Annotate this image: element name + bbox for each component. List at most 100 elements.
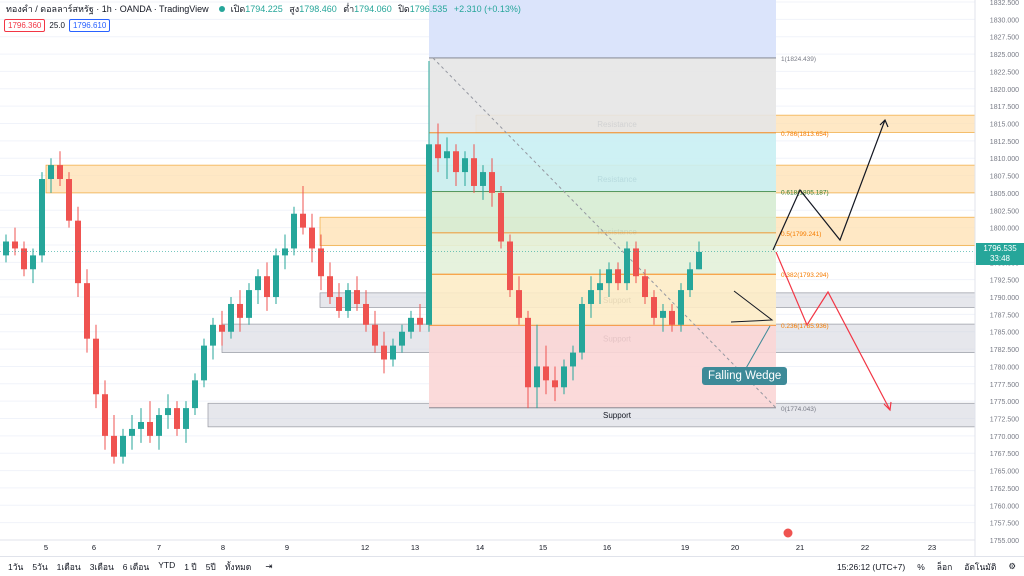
candle-body (309, 227, 315, 249)
falling-wedge-shape (730, 290, 774, 323)
y-tick-label: 1777.500 (990, 382, 1019, 389)
chart-header: ทองคำ / ดอลลาร์สหรัฐ · 1h · OANDA · Trad… (0, 0, 525, 18)
timeframe-list: 1วัน 5วัน 1เดือน 3เดือน 6 เดือน YTD 1 ปี 5ปี ทั้… (8, 560, 251, 574)
y-tick-label: 1760.000 (990, 503, 1019, 510)
bottom-toolbar: 1วัน 5วัน 1เดือน 3เดือน 6 เดือน YTD 1 ปี 5ปี ทั้… (0, 556, 1024, 576)
y-axis-bg (975, 0, 1024, 556)
clock[interactable]: 15:26:12 (UTC+7) (836, 561, 906, 572)
timeframe-3[interactable]: 3เดือน (89, 561, 114, 572)
timeframe-6[interactable]: 1 ปี (184, 561, 197, 572)
candle-body (183, 408, 189, 429)
candle-body (597, 283, 603, 291)
symbol-title[interactable]: ทองคำ / ดอลลาร์สหรัฐ · 1h · OANDA · Trad… (6, 4, 209, 14)
timeframe-5[interactable]: YTD (158, 559, 176, 570)
y-tick-label: 1827.500 (990, 35, 1019, 42)
candle-body (30, 255, 36, 270)
candle-body (255, 276, 261, 291)
auto-toggle[interactable]: อัตโนมัติ (964, 561, 997, 572)
fib-band (429, 191, 776, 233)
timeframe-2[interactable]: 1เดือน (56, 561, 81, 572)
y-tick-label: 1825.000 (990, 52, 1019, 59)
sell-button[interactable]: 1796.360 (4, 19, 46, 32)
y-tick-label: 1812.500 (990, 139, 1019, 146)
candle-body (552, 380, 558, 388)
bullish-projection (772, 119, 886, 251)
candle-body (210, 324, 216, 346)
y-tick-label: 1802.500 (990, 208, 1019, 215)
candle-body (372, 324, 378, 346)
candle-body (579, 303, 585, 353)
candle-body (642, 276, 648, 298)
timeframe-8[interactable]: ทั้งหมด (224, 561, 252, 572)
x-tick-label: 14 (476, 543, 484, 552)
x-tick-label: 6 (92, 543, 96, 552)
x-tick-label: 12 (361, 543, 369, 552)
fib-level-label: 0.236(1785.936) (781, 323, 829, 330)
candle-body (192, 380, 198, 409)
fib-band (429, 57, 776, 133)
wedge-pointer (744, 325, 771, 371)
y-tick-label: 1765.000 (990, 469, 1019, 476)
candle-body (165, 408, 171, 416)
x-tick-label: 15 (539, 543, 547, 552)
candle-body (3, 241, 9, 256)
timeframe-1[interactable]: 5วัน (32, 561, 48, 572)
fib-level-label: 0.382(1793.294) (781, 272, 829, 279)
y-tick-label: 1815.000 (990, 121, 1019, 128)
candle-body (354, 290, 360, 304)
candle-body (174, 408, 180, 429)
candle-body (453, 151, 459, 173)
y-tick-label: 1757.500 (990, 521, 1019, 528)
candle-body (525, 317, 531, 388)
ohlc-values: เปิด1794.225 สูง1798.460 ต่ำ1794.060 ปิด… (230, 4, 521, 14)
candle-body (417, 317, 423, 325)
bearish-arrowhead (883, 401, 892, 412)
candle-body (273, 255, 279, 298)
candle-body (336, 297, 342, 311)
y-tick-label: 1770.000 (990, 434, 1019, 441)
timeframe-0[interactable]: 1วัน (8, 561, 24, 572)
fib-band-top (429, 0, 776, 58)
candle-body (678, 290, 684, 325)
candle-body (318, 248, 324, 277)
timeframe-7[interactable]: 5ปี (205, 561, 216, 572)
candle-body (57, 165, 63, 180)
candle-body (444, 151, 450, 159)
y-tick-label: 1832.500 (990, 0, 1019, 7)
candle-body (561, 366, 567, 388)
candle-body (390, 345, 396, 360)
bullish-arrowhead (879, 118, 889, 128)
candle-body (327, 276, 333, 298)
fib-level-label: 0(1774.043) (781, 406, 816, 413)
candle-body (345, 290, 351, 311)
candle-body (138, 421, 144, 429)
fib-band (429, 274, 776, 326)
candle-body (201, 345, 207, 381)
candle-body (39, 179, 45, 256)
x-tick-label: 23 (928, 543, 936, 552)
y-tick-label: 1822.500 (990, 69, 1019, 76)
candle-body (507, 241, 513, 291)
buy-button[interactable]: 1796.610 (68, 19, 111, 32)
x-tick-label: 9 (285, 543, 289, 552)
candle-body (219, 324, 225, 332)
bearish-projection (775, 251, 891, 411)
candle-body (471, 158, 477, 186)
spread-value: 25.0 (49, 21, 65, 30)
trade-badges: 1796.360 25.0 1796.610 (4, 19, 111, 32)
date-range-icon[interactable]: ⇥ (265, 561, 273, 571)
timeframe-4[interactable]: 6 เดือน (122, 561, 150, 572)
percent-toggle[interactable]: % (917, 561, 925, 572)
settings-icon[interactable]: ⚙ (1008, 561, 1016, 571)
y-tick-label: 1787.500 (990, 312, 1019, 319)
candle-body (687, 269, 693, 291)
candle-body (291, 213, 297, 249)
us-flag-icon (782, 527, 794, 539)
candle-body (147, 421, 153, 436)
log-toggle[interactable]: ล็อก (936, 561, 953, 572)
x-tick-label: 7 (157, 543, 161, 552)
candle-body (615, 269, 621, 284)
candle-body (363, 303, 369, 325)
candle-body (228, 303, 234, 332)
